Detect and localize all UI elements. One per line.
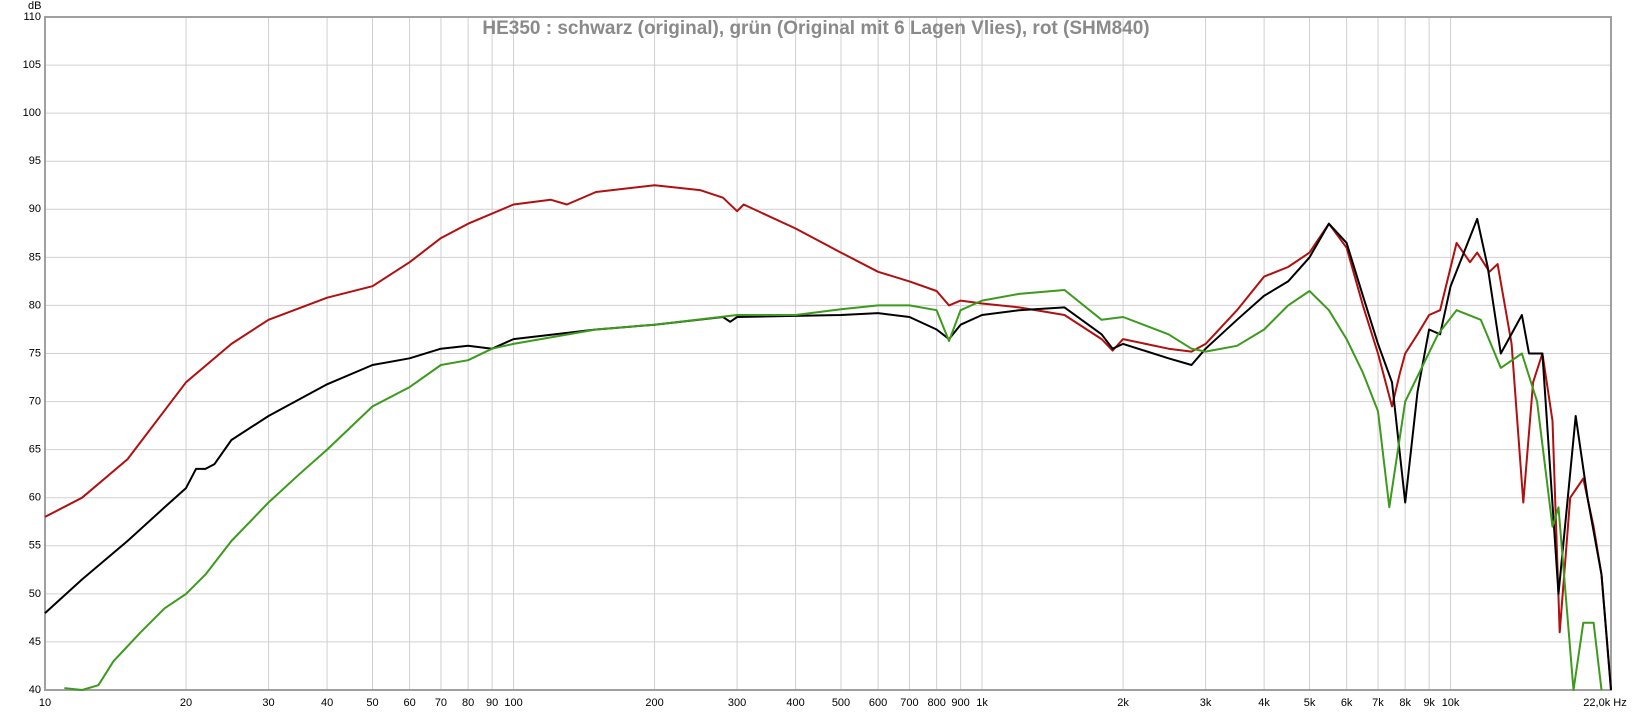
x-tick-label: 3k	[1200, 697, 1212, 709]
x-tick-label: 22,0k Hz	[1583, 697, 1626, 709]
plot-frame	[44, 16, 1612, 691]
y-tick-label: 55	[29, 540, 41, 552]
y-tick-label: 100	[23, 107, 41, 119]
grid	[44, 16, 1612, 691]
x-tick-label: 300	[728, 697, 746, 709]
y-tick-label: 50	[29, 588, 41, 600]
x-tick-label: 500	[832, 697, 850, 709]
x-tick-label: 7k	[1372, 697, 1384, 709]
x-tick-label: 900	[951, 697, 969, 709]
x-tick-label: 80	[462, 697, 474, 709]
x-tick-label: 9k	[1423, 697, 1435, 709]
y-tick-label: 75	[29, 347, 41, 359]
x-tick-label: 4k	[1258, 697, 1270, 709]
x-tick-label: 700	[900, 697, 918, 709]
x-tick-label: 8k	[1399, 697, 1411, 709]
series-line	[64, 289, 1603, 691]
series-line	[44, 217, 1612, 691]
x-tick-label: 70	[435, 697, 447, 709]
x-tick-label: 90	[486, 697, 498, 709]
y-axis-label: dB	[28, 0, 41, 12]
x-tick-label: 10	[39, 697, 51, 709]
x-tick-label: 60	[403, 697, 415, 709]
lines	[44, 184, 1612, 691]
x-tick-label: 20	[180, 697, 192, 709]
y-tick-label: 105	[23, 59, 41, 71]
x-tick-label: 6k	[1341, 697, 1353, 709]
y-tick-label: 40	[29, 684, 41, 696]
x-tick-label: 200	[645, 697, 663, 709]
y-tick-label: 65	[29, 444, 41, 456]
x-tick-label: 400	[786, 697, 804, 709]
series-line	[44, 184, 1612, 691]
x-tick-label: 600	[869, 697, 887, 709]
x-tick-label: 30	[262, 697, 274, 709]
y-tick-label: 70	[29, 395, 41, 407]
y-tick-label: 95	[29, 155, 41, 167]
y-tick-label: 110	[23, 11, 41, 23]
y-tick-label: 85	[29, 251, 41, 263]
x-tick-label: 10k	[1442, 697, 1460, 709]
x-tick-label: 2k	[1117, 697, 1129, 709]
y-tick-label: 90	[29, 203, 41, 215]
y-tick-label: 45	[29, 636, 41, 648]
x-tick-label: 5k	[1304, 697, 1316, 709]
x-tick-label: 800	[927, 697, 945, 709]
x-tick-label: 50	[366, 697, 378, 709]
x-tick-label: 40	[321, 697, 333, 709]
y-tick-label: 80	[29, 299, 41, 311]
x-tick-label: 1k	[976, 697, 988, 709]
y-tick-label: 60	[29, 492, 41, 504]
chart-title: HE350 : schwarz (original), grün (Origin…	[482, 18, 1149, 39]
x-tick-label: 100	[504, 697, 522, 709]
